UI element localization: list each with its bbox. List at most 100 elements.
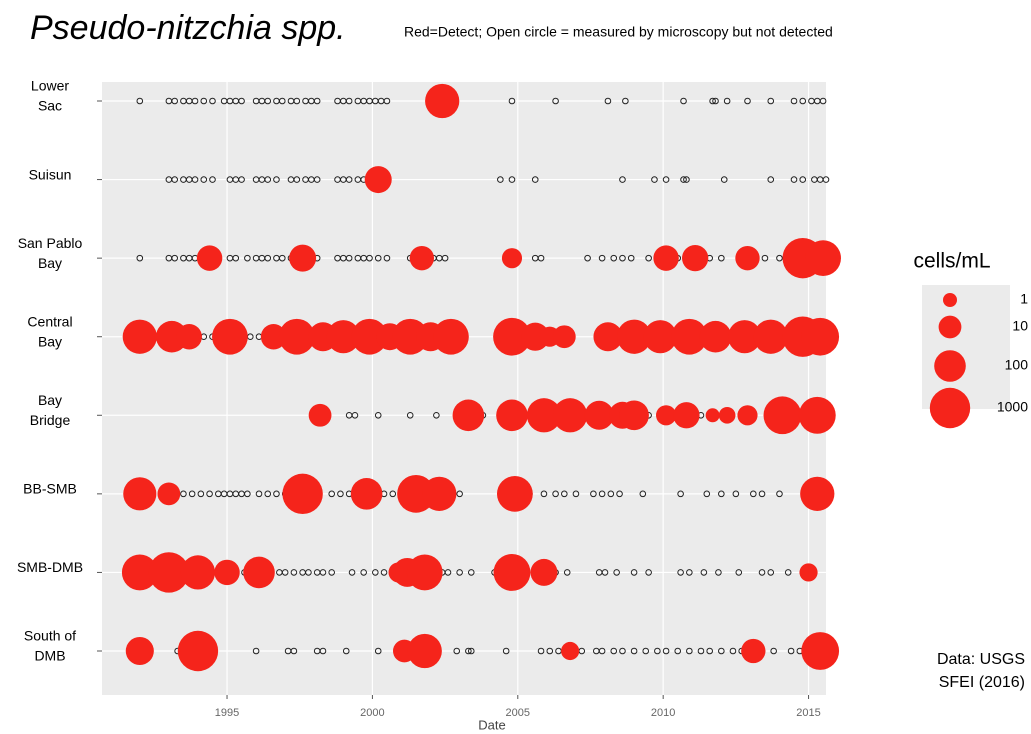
open-point: [502, 647, 510, 655]
legend-label: 1: [1020, 291, 1028, 307]
open-point: [345, 176, 353, 183]
open-point: [732, 490, 740, 498]
detect-bubble: [409, 245, 435, 271]
detect-bubble: [619, 400, 649, 431]
open-point: [467, 647, 475, 655]
open-point: [552, 97, 559, 105]
open-point: [706, 647, 713, 655]
open-point: [374, 647, 382, 655]
detect-bubble: [326, 320, 360, 354]
open-point: [531, 176, 539, 183]
open-point: [651, 176, 658, 183]
legend-title: cells/mL: [913, 250, 990, 273]
x-tick-label: 2015: [796, 707, 820, 719]
open-point: [540, 490, 548, 498]
annotation: SFEI (2016): [939, 674, 1025, 691]
open-point: [264, 97, 272, 105]
y-tick-label: SMB-DMB: [17, 559, 83, 575]
detect-bubble: [763, 396, 802, 435]
open-point: [729, 647, 737, 655]
open-point: [444, 569, 452, 576]
y-tick-label: Bay: [38, 333, 62, 349]
detect-bubble: [593, 322, 623, 352]
detect-bubble: [282, 473, 323, 515]
detect-bubble: [616, 319, 652, 354]
open-point: [776, 254, 783, 262]
open-point: [238, 97, 245, 105]
open-point: [406, 411, 414, 419]
detect-bubble: [364, 166, 392, 194]
detect-bubble: [289, 244, 317, 272]
open-point: [790, 97, 798, 105]
open-point: [822, 176, 830, 183]
detect-bubble: [553, 398, 588, 433]
open-point: [718, 647, 725, 655]
open-point: [206, 490, 213, 498]
open-point: [264, 254, 272, 262]
y-tick-label: South of: [24, 628, 76, 644]
open-point: [374, 411, 382, 419]
open-point: [677, 569, 684, 576]
detect-bubble: [125, 636, 154, 666]
detect-bubble: [493, 317, 531, 356]
open-point: [645, 254, 652, 262]
detect-bubble: [799, 563, 818, 582]
open-point: [293, 97, 301, 105]
open-point: [610, 254, 618, 262]
open-point: [305, 569, 312, 576]
open-point: [200, 176, 208, 183]
y-tick-label: Suisun: [29, 166, 72, 182]
open-point: [700, 569, 708, 576]
open-point: [337, 490, 344, 498]
legend-bubble: [943, 293, 957, 307]
open-point: [264, 176, 272, 183]
open-point: [758, 490, 766, 498]
plot-background: [102, 82, 826, 695]
open-point: [616, 490, 623, 498]
detect-bubble: [737, 405, 758, 426]
open-point: [744, 97, 751, 105]
open-point: [715, 569, 722, 576]
open-point: [313, 97, 321, 105]
open-point: [767, 176, 775, 183]
open-point: [799, 97, 807, 105]
open-point: [342, 647, 350, 655]
open-point: [610, 647, 618, 655]
open-point: [244, 490, 251, 498]
open-point: [255, 490, 263, 498]
open-point: [293, 176, 301, 183]
open-point: [497, 176, 504, 183]
detect-bubble: [121, 554, 158, 591]
open-point: [799, 176, 807, 183]
detect-bubble: [801, 317, 840, 356]
open-point: [703, 490, 711, 498]
open-point: [188, 490, 196, 498]
open-point: [819, 97, 827, 105]
open-point: [136, 97, 144, 105]
open-point: [613, 569, 620, 576]
detect-bubble: [801, 632, 840, 670]
detect-bubble: [741, 638, 766, 664]
open-point: [200, 97, 208, 105]
open-point: [232, 254, 240, 262]
open-point: [680, 176, 687, 183]
open-point: [508, 97, 516, 105]
x-tick-label: 2005: [506, 707, 530, 719]
open-point: [683, 176, 690, 183]
detect-bubble: [351, 318, 388, 355]
open-point: [290, 569, 298, 576]
detect-bubble: [308, 403, 332, 427]
open-point: [209, 176, 216, 183]
open-point: [319, 569, 327, 576]
open-point: [601, 569, 609, 576]
open-point: [197, 490, 205, 498]
open-point: [374, 254, 382, 262]
open-point: [252, 647, 260, 655]
open-point: [584, 254, 591, 262]
open-point: [278, 97, 286, 105]
open-point: [697, 647, 705, 655]
detect-bubble: [699, 320, 732, 353]
open-point: [372, 569, 379, 576]
y-tick-label: Sac: [38, 98, 62, 114]
